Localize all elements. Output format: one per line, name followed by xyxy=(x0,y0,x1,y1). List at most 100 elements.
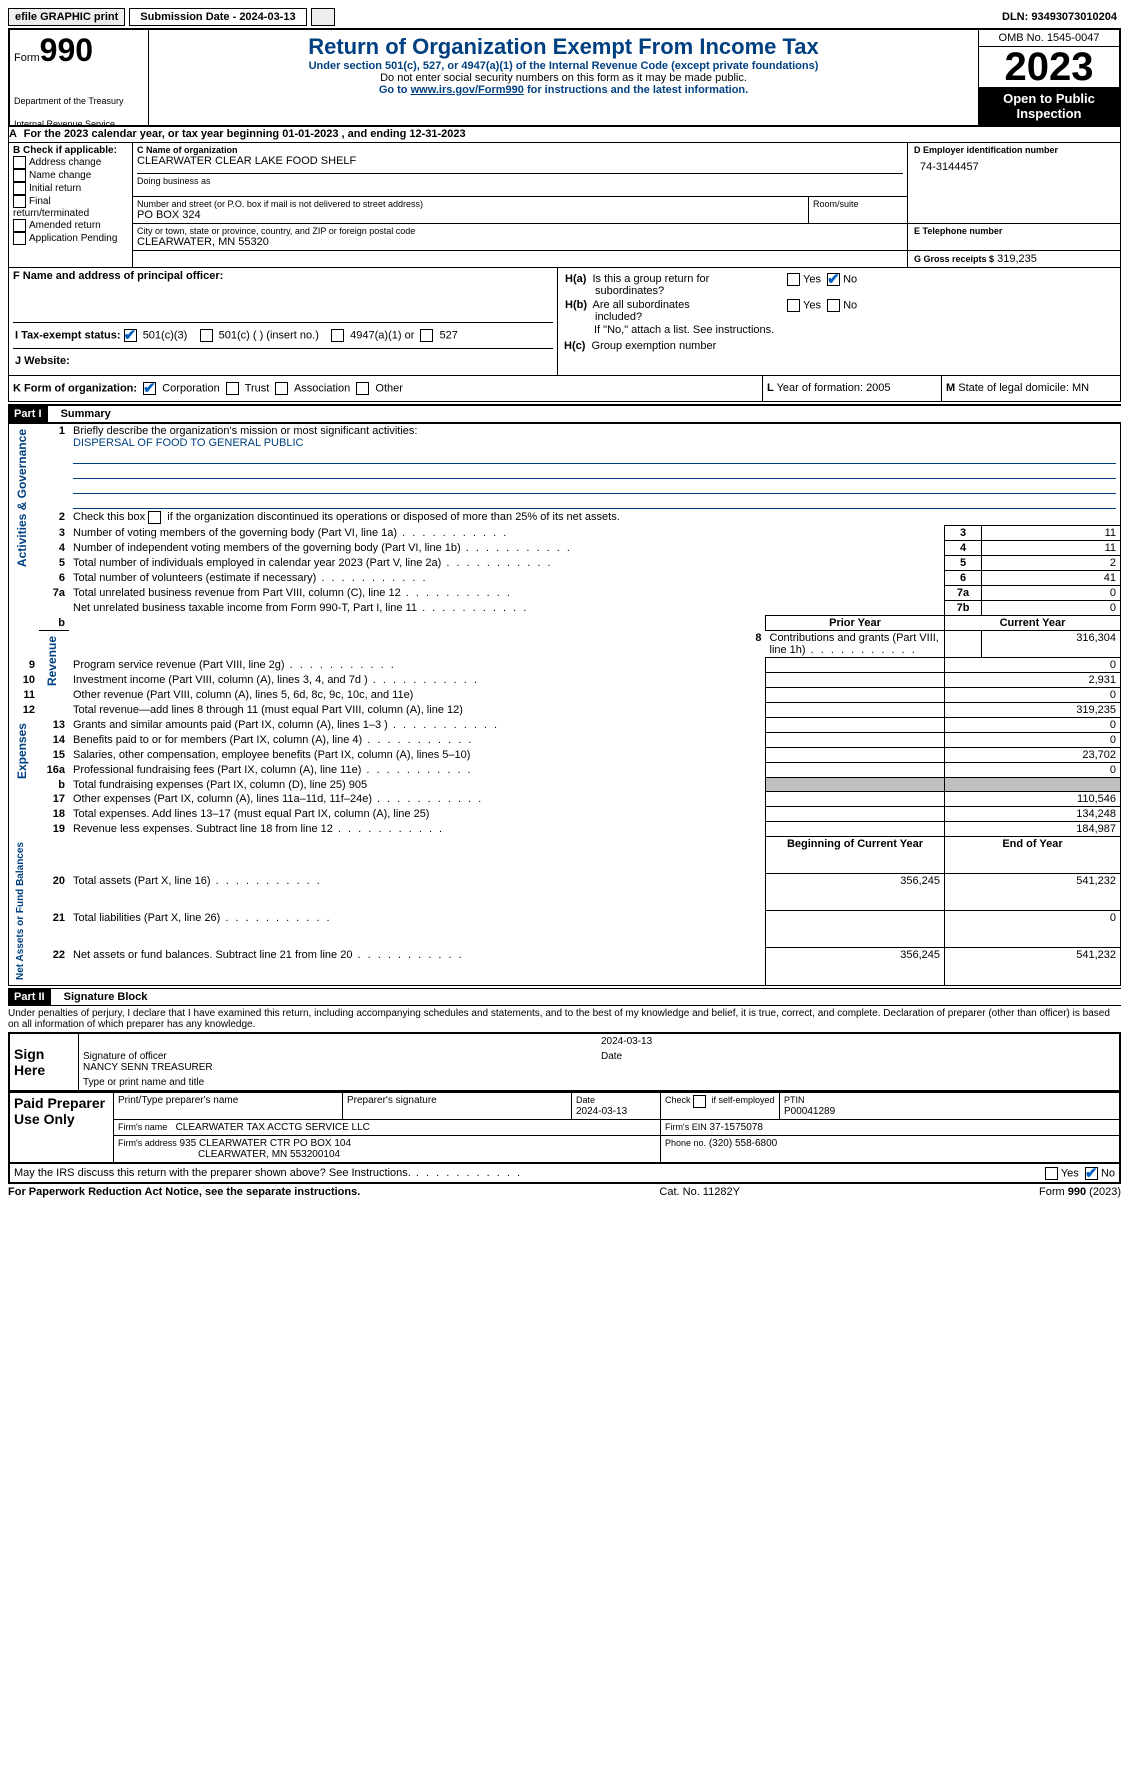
irs-label: Internal Revenue Service xyxy=(14,119,115,129)
lbl-initial-return: Initial return xyxy=(29,183,81,194)
l13: Grants and similar amounts paid (Part IX… xyxy=(73,719,388,731)
K-label: K Form of organization: xyxy=(13,382,137,394)
F-label: F Name and address of principal officer: xyxy=(13,270,553,282)
J-label: J Website: xyxy=(13,348,553,373)
Hc-label: Group exemption number xyxy=(592,340,717,352)
part1-header: Part I Summary xyxy=(8,404,1121,423)
paid-preparer-block: Paid Preparer Use Only Print/Type prepar… xyxy=(8,1092,1121,1164)
v19: 184,987 xyxy=(945,822,1121,837)
chk-501c3[interactable] xyxy=(124,329,137,342)
entity-block: B Check if applicable: Address change Na… xyxy=(8,143,1121,268)
chk-address-change[interactable] xyxy=(13,156,26,169)
firm-ein: 37-1575078 xyxy=(710,1122,763,1133)
chk-assoc[interactable] xyxy=(275,382,288,395)
city-state-zip: CLEARWATER, MN 55320 xyxy=(137,236,903,248)
col-current: Current Year xyxy=(945,616,1121,631)
chk-other[interactable] xyxy=(356,382,369,395)
form-title: Return of Organization Exempt From Incom… xyxy=(159,34,968,60)
l16b: Total fundraising expenses (Part IX, col… xyxy=(73,779,367,791)
chk-app-pending[interactable] xyxy=(13,232,26,245)
chk-discuss-no[interactable] xyxy=(1085,1167,1098,1180)
efile-print-button[interactable]: efile GRAPHIC print xyxy=(8,8,125,26)
penalty-text: Under penalties of perjury, I declare th… xyxy=(8,1006,1121,1032)
chk-Ha-no[interactable] xyxy=(827,273,840,286)
lbl-no: No xyxy=(843,273,857,285)
discuss-no: No xyxy=(1101,1167,1115,1179)
form-header: Form990 Department of the Treasury Inter… xyxy=(8,28,1121,127)
chk-trust[interactable] xyxy=(226,382,239,395)
v13: 0 xyxy=(945,718,1121,733)
lbl-other: Other xyxy=(375,382,403,394)
chk-527[interactable] xyxy=(420,329,433,342)
v3: 11 xyxy=(982,526,1121,541)
part2-badge: Part II xyxy=(8,989,51,1005)
l15: Salaries, other compensation, employee b… xyxy=(73,749,470,761)
v22e: 541,232 xyxy=(945,948,1121,985)
officer-exempt-block: F Name and address of principal officer:… xyxy=(8,268,1121,376)
discuss-row: May the IRS discuss this return with the… xyxy=(8,1164,1121,1184)
chk-Hb-no[interactable] xyxy=(827,299,840,312)
v4: 11 xyxy=(982,541,1121,556)
side-expenses: Expenses xyxy=(13,719,31,783)
sign-here: Sign Here xyxy=(9,1033,79,1091)
l2: Check this box if the organization disco… xyxy=(73,511,620,523)
chk-initial-return[interactable] xyxy=(13,182,26,195)
v6: 41 xyxy=(982,571,1121,586)
form-number: 990 xyxy=(40,32,93,68)
paid-preparer-label: Paid Preparer Use Only xyxy=(9,1092,114,1163)
col-prior: Prior Year xyxy=(766,616,945,631)
room-label: Room/suite xyxy=(809,197,908,223)
ein: 74-3144457 xyxy=(914,155,1114,179)
dept-treasury: Department of the Treasury xyxy=(14,96,144,106)
footer-form: Form 990 (2023) xyxy=(1039,1186,1121,1198)
side-activities: Activities & Governance xyxy=(13,425,31,571)
city-label: City or town, state or province, country… xyxy=(137,226,903,236)
chk-discuss-yes[interactable] xyxy=(1045,1167,1058,1180)
irs-link[interactable]: www.irs.gov/Form990 xyxy=(411,84,524,96)
chk-4947[interactable] xyxy=(331,329,344,342)
l20: Total assets (Part X, line 16) xyxy=(73,875,211,887)
line-A: A For the 2023 calendar year, or tax yea… xyxy=(8,126,1121,143)
phone: (320) 558-6800 xyxy=(709,1138,777,1149)
chk-Hb-yes[interactable] xyxy=(787,299,800,312)
goto-instructions: Go to www.irs.gov/Form990 for instructio… xyxy=(159,84,968,96)
A-marker: A xyxy=(9,128,17,140)
chk-self-employed[interactable] xyxy=(693,1095,706,1108)
lbl-address-change: Address change xyxy=(29,157,101,168)
lbl-trust: Trust xyxy=(245,382,270,394)
l7b: Net unrelated business taxable income fr… xyxy=(73,602,417,614)
lbl-assoc: Association xyxy=(294,382,350,394)
pp-name-lbl: Print/Type preparer's name xyxy=(114,1092,343,1119)
chk-name-change[interactable] xyxy=(13,169,26,182)
chk-discontinued[interactable] xyxy=(148,511,161,524)
chk-Ha-yes[interactable] xyxy=(787,273,800,286)
part1-badge: Part I xyxy=(8,406,48,422)
dba-label: Doing business as xyxy=(137,173,903,186)
lbl-501c3: 501(c)(3) xyxy=(143,329,188,341)
chk-corp[interactable] xyxy=(143,382,156,395)
chk-amended[interactable] xyxy=(13,219,26,232)
officer-name: NANCY SENN TREASURER xyxy=(83,1062,213,1073)
top-bar: efile GRAPHIC print Submission Date - 20… xyxy=(8,8,1121,26)
v8: 316,304 xyxy=(982,631,1121,658)
footer-cat: Cat. No. 11282Y xyxy=(659,1186,740,1198)
chk-501c[interactable] xyxy=(200,329,213,342)
B-label: B Check if applicable: xyxy=(13,145,128,156)
l1-value: DISPERSAL OF FOOD TO GENERAL PUBLIC xyxy=(73,437,303,449)
v15: 23,702 xyxy=(945,748,1121,763)
v18: 134,248 xyxy=(945,807,1121,822)
dropdown-button[interactable] xyxy=(311,8,335,26)
dln: DLN: 93493073010204 xyxy=(1002,11,1121,23)
chk-final-return[interactable] xyxy=(13,195,26,208)
C-name-label: C Name of organization xyxy=(137,145,903,155)
l6: Total number of volunteers (estimate if … xyxy=(73,572,316,584)
v9: 0 xyxy=(945,658,1121,673)
l19: Revenue less expenses. Subtract line 18 … xyxy=(73,823,333,835)
lbl-app-pending: Application Pending xyxy=(29,233,117,244)
firm-addr: 935 CLEARWATER CTR PO BOX 104 xyxy=(180,1138,352,1149)
v11: 0 xyxy=(945,688,1121,703)
pp-sig-lbl: Preparer's signature xyxy=(343,1092,572,1119)
part1-title: Summary xyxy=(51,408,111,420)
v10: 2,931 xyxy=(945,673,1121,688)
discuss-text: May the IRS discuss this return with the… xyxy=(14,1167,411,1179)
